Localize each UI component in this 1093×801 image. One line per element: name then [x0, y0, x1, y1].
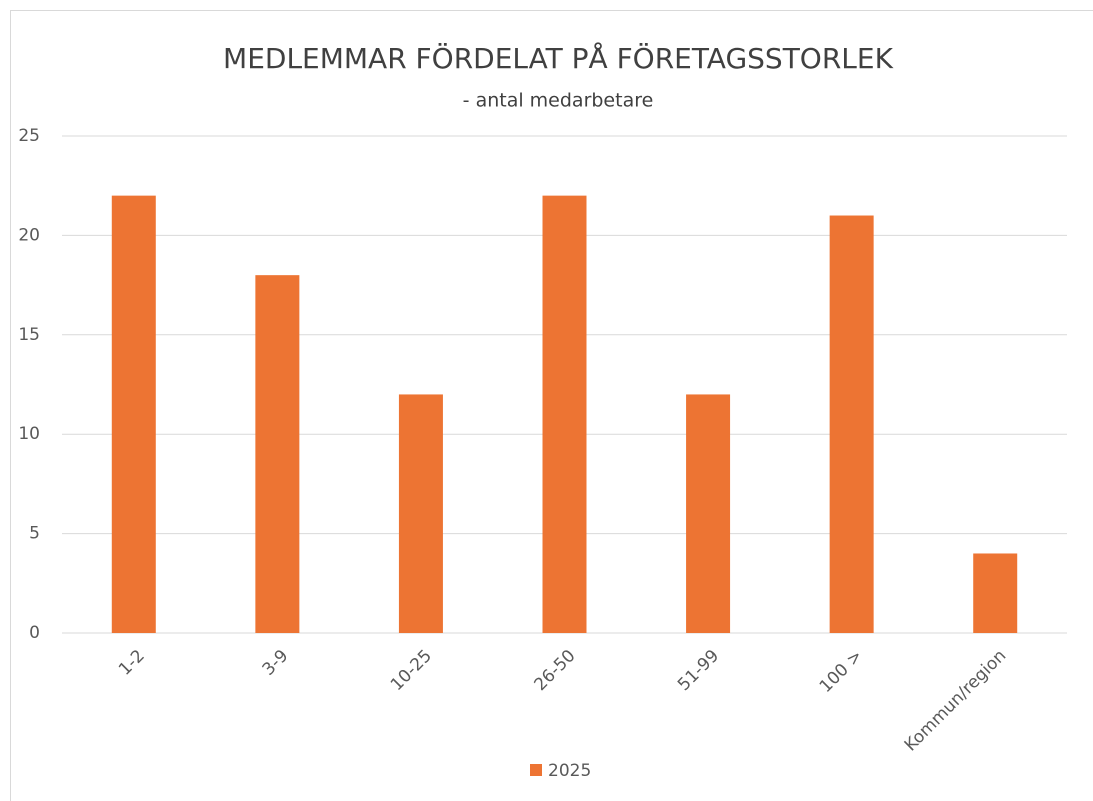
chart-subtitle: - antal medarbetare — [463, 90, 654, 112]
bar — [111, 195, 156, 633]
bar — [686, 394, 731, 633]
bar — [829, 215, 874, 633]
bar — [398, 394, 443, 633]
y-tick-label: 15 — [18, 325, 40, 345]
y-tick-label: 25 — [18, 126, 40, 146]
legend-swatch — [530, 764, 542, 776]
y-tick-label: 5 — [29, 524, 40, 544]
bar — [973, 553, 1018, 633]
bar — [542, 195, 587, 633]
y-tick-label: 10 — [18, 424, 40, 444]
bar — [255, 275, 300, 633]
chart-title: MEDLEMMAR FÖRDELAT PÅ FÖRETAGSSTORLEK — [223, 41, 894, 75]
legend-label: 2025 — [548, 761, 591, 781]
y-tick-label: 20 — [18, 225, 40, 245]
y-tick-label: 0 — [29, 623, 40, 643]
